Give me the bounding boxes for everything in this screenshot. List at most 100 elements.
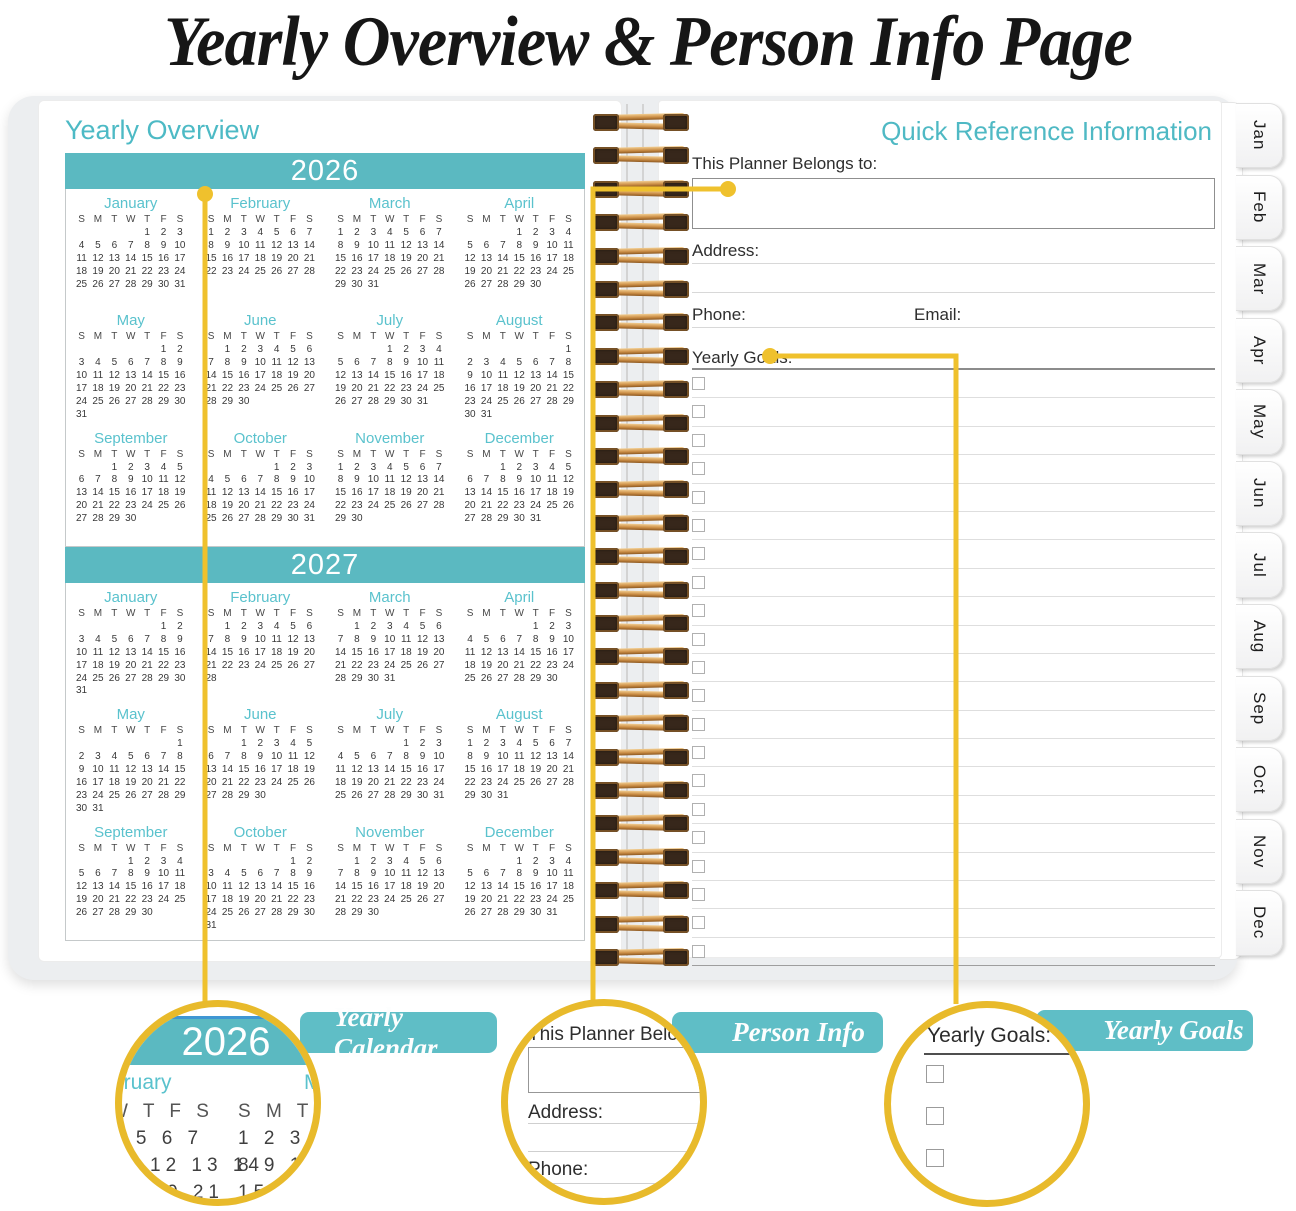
day-cell: 17 — [367, 252, 379, 264]
day-cell: 30 — [157, 278, 170, 290]
weekday-cell: F — [289, 725, 297, 737]
weekday-cell: W — [126, 725, 136, 737]
day-cell — [172, 513, 188, 526]
month-grid: S M T W T F S 1 2 3 4 5 6 7 8 9 10 11 12 13 14 15 16 17 18 19 20 21… — [325, 843, 455, 920]
day-cell — [332, 856, 348, 869]
weekday-cell: T — [403, 331, 410, 343]
day-cell: 21 — [513, 659, 525, 671]
address-label: Address: — [692, 241, 760, 260]
weekday-cell: F — [548, 608, 556, 619]
day-cell: 7 — [111, 868, 118, 880]
day-cell: 21 — [497, 265, 509, 277]
day-cell — [219, 738, 235, 751]
day-cell: 4 — [95, 633, 101, 645]
ring-hole — [663, 715, 689, 733]
zoom-month-february: bruary — [115, 1071, 172, 1094]
day-cell: 18 — [464, 659, 476, 671]
weekday-cell: F — [548, 725, 556, 737]
day-cell: 13 — [205, 764, 217, 776]
day-cell: 2 — [127, 461, 134, 473]
day-cell: 11 — [205, 487, 217, 499]
day-cell: 7 — [208, 633, 214, 645]
zoom-circle-calendar: 2026 bruary Ma W T F S S M T 4 5 6 7 1 2 3 1… — [115, 1000, 321, 1206]
month-calendar: August S M T W T F S 1 2 3 4 5 6 7 8 9 10 11 12 13 14 15 16 17 18… — [455, 311, 585, 428]
day-cell: 5 — [403, 226, 409, 238]
ring-hole — [593, 381, 619, 399]
day-cell: 28 — [108, 907, 120, 919]
ring-hole — [593, 882, 619, 900]
day-cell: 31 — [497, 789, 509, 801]
day-cell: 22 — [513, 894, 525, 906]
day-cell: 6 — [78, 474, 85, 486]
day-cell — [382, 279, 398, 292]
day-cell: 11 — [384, 474, 395, 486]
weekday-cell: W — [514, 448, 524, 460]
day-cell — [139, 803, 155, 816]
weekday-cell: M — [352, 725, 362, 737]
day-cell: 24 — [384, 894, 396, 906]
day-cell: 31 — [76, 685, 88, 697]
tab-oct: Oct — [1236, 747, 1283, 813]
day-cell: 22 — [351, 894, 363, 906]
day-cell: 29 — [287, 907, 299, 919]
day-cell — [219, 673, 235, 686]
day-cell: 29 — [271, 513, 283, 525]
day-cell: 25 — [92, 395, 104, 407]
month-grid: S M T W T F S 1 2 3 4 5 6 7 8 9 10 11 12 13 14 15 16 17 18 19 20 21… — [325, 331, 455, 408]
day-cell: 11 — [563, 239, 574, 251]
ring-hole — [663, 281, 689, 298]
day-cell: 11 — [335, 764, 346, 776]
ring-hole — [593, 414, 619, 432]
day-cell: 12 — [271, 239, 283, 251]
day-cell: 24 — [254, 659, 266, 671]
day-cell: 17 — [254, 646, 266, 658]
goal-checkbox — [692, 944, 705, 958]
day-cell: 8 — [144, 239, 150, 251]
goal-row — [692, 626, 1215, 654]
day-cell: 16 — [546, 646, 558, 658]
day-cell: 28 — [433, 265, 445, 277]
day-cell: 31 — [530, 513, 542, 525]
day-cell: 30 — [530, 907, 542, 919]
goal-row — [692, 455, 1215, 484]
day-cell: 13 — [92, 881, 104, 893]
day-cell: 3 — [483, 357, 490, 369]
day-cell: 18 — [221, 894, 234, 906]
day-cell: 24 — [416, 382, 429, 394]
ring-hole — [663, 481, 689, 499]
ring-hole — [593, 915, 619, 933]
day-cell: 19 — [92, 265, 104, 277]
month-calendar: March S M T W T F S 1 2 3 4 5 6 7 8 9 10 11 12 13 14 15 16 17 18 1… — [325, 588, 455, 705]
spiral-ring — [593, 112, 689, 133]
yearly-goals-label: Yearly Goals: — [692, 348, 793, 367]
weekday-cell: T — [403, 214, 410, 225]
day-cell: 25 — [271, 659, 283, 671]
month-name: February — [230, 589, 291, 606]
day-cell: 20 — [416, 487, 429, 499]
day-cell: 4 — [467, 633, 473, 645]
day-cell: 13 — [480, 252, 493, 264]
day-cell: 22 — [497, 500, 509, 512]
day-cell: 22 — [287, 894, 299, 906]
day-cell — [90, 621, 106, 634]
day-cell: 16 — [287, 487, 299, 499]
day-cell — [139, 738, 155, 751]
weekday-cell: S — [565, 214, 572, 225]
day-cell: 21 — [303, 252, 315, 264]
day-cell: 22 — [125, 894, 137, 906]
spiral-ring — [593, 880, 689, 901]
zoom-line — [528, 1183, 700, 1184]
day-cell: 25 — [400, 894, 412, 906]
day-cell: 13 — [530, 370, 542, 382]
yearly-goals-list — [692, 370, 1215, 967]
month-calendar: December S M T W T F S 1 2 3 4 5 6 7 8 9 10 11 12 13 14 15 16 17… — [455, 823, 585, 940]
tab-label: Jul — [1250, 552, 1269, 578]
day-cell: 20 — [416, 252, 429, 264]
weekday-cell: W — [255, 331, 265, 343]
day-cell: 17 — [303, 487, 315, 499]
day-cell: 27 — [205, 789, 217, 801]
day-cell: 25 — [221, 907, 234, 919]
day-cell: 17 — [546, 252, 558, 264]
day-cell — [560, 409, 576, 422]
day-cell: 26 — [125, 789, 137, 801]
